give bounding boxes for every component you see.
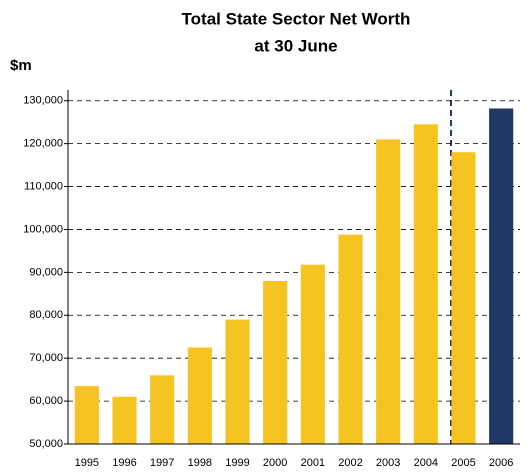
y-tick-label: 100,000 [23, 223, 63, 235]
y-axis-label: $m [10, 57, 32, 74]
x-tick-label: 2002 [338, 457, 362, 469]
x-tick-label: 2003 [376, 457, 400, 469]
bar [187, 347, 212, 444]
x-tick-label: 2005 [451, 457, 475, 469]
y-tick-label: 70,000 [29, 352, 63, 364]
y-tick-label: 120,000 [23, 138, 63, 150]
x-tick-label: 1997 [150, 457, 174, 469]
chart-title: at 30 June [254, 36, 337, 55]
bar [74, 386, 99, 444]
bar [413, 124, 438, 444]
bar [225, 319, 250, 444]
y-tick-label: 110,000 [24, 180, 63, 192]
x-tick-label: 1995 [75, 457, 99, 469]
y-tick-label: 130,000 [23, 95, 63, 107]
x-tick-label: 2001 [301, 457, 325, 469]
y-tick-label: 50,000 [29, 438, 63, 450]
x-tick-label: 1999 [225, 457, 249, 469]
bar [338, 234, 363, 444]
bar [451, 152, 476, 444]
bar [150, 375, 175, 444]
x-tick-label: 2000 [263, 457, 287, 469]
x-tick-label: 2006 [489, 457, 513, 469]
bar [489, 108, 514, 444]
bar [263, 280, 288, 444]
x-tick-label: 1998 [188, 457, 212, 469]
y-tick-label: 90,000 [29, 266, 63, 278]
bar [376, 139, 401, 444]
bar [300, 264, 325, 444]
y-tick-label: 60,000 [29, 395, 63, 407]
chart-title: Total State Sector Net Worth [182, 9, 411, 28]
bar [112, 396, 137, 444]
y-tick-label: 80,000 [29, 309, 63, 321]
x-tick-label: 2004 [414, 457, 438, 469]
x-tick-label: 1996 [112, 457, 136, 469]
